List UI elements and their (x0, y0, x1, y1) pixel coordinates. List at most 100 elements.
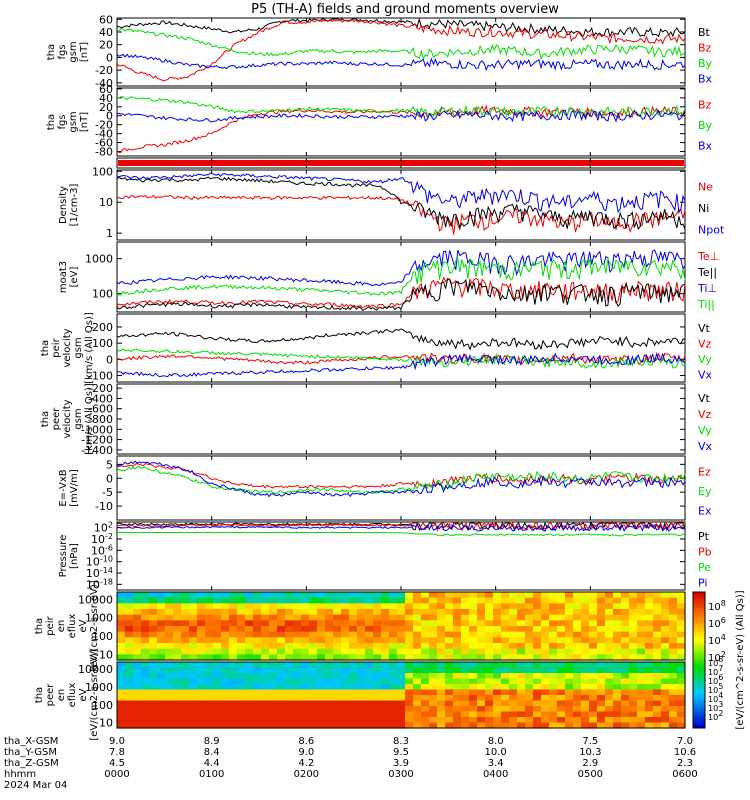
spectrogram-cell (293, 662, 302, 669)
spectrogram-cell (597, 706, 606, 713)
spectrogram-cell (205, 620, 214, 627)
spectrogram-cell (661, 614, 670, 621)
spectrogram-cell (261, 592, 270, 599)
spectrogram-cell (301, 592, 310, 599)
spectrogram-cell (309, 592, 318, 599)
spectrogram-cell (269, 722, 278, 729)
spectrogram-cell (301, 637, 310, 644)
spectrogram-cell (357, 614, 366, 621)
spectrogram-cell (525, 648, 534, 655)
spectrogram-cell (165, 648, 174, 655)
y-tick-label: 102 (94, 521, 113, 535)
spectrogram-cell (389, 597, 398, 604)
spectrogram-cell (677, 711, 686, 718)
spectrogram-cell (389, 722, 398, 729)
spectrogram-cell (309, 643, 318, 650)
spectrogram-cell (621, 643, 630, 650)
spectrogram-cell (269, 662, 278, 669)
spectrogram-cell (525, 597, 534, 604)
spectrogram-cell (445, 667, 454, 674)
spectrogram-cell (557, 667, 566, 674)
spectrogram-cell (165, 626, 174, 633)
spectrogram-cell (661, 620, 670, 627)
spectrogram-cell (309, 654, 318, 661)
spectrogram-cell (469, 689, 478, 696)
xaxis-tick-label: 7.0 (677, 736, 693, 747)
spectrogram-cell (661, 711, 670, 718)
y-axis-label: gsm (73, 337, 84, 358)
spectrogram-cell (437, 626, 446, 633)
spectrogram-cell (373, 597, 382, 604)
spectrogram-cell (405, 592, 414, 599)
spectrogram-cell (213, 603, 222, 610)
spectrogram-cell (213, 620, 222, 627)
series-line-Bt (116, 17, 686, 39)
spectrogram-cell (541, 620, 550, 627)
spectrogram-cell (477, 667, 486, 674)
colorbar-tick-label: 102 (708, 650, 726, 664)
spectrogram-cell (285, 592, 294, 599)
spectrogram-cell (117, 626, 126, 633)
spectrogram-cell (389, 700, 398, 707)
legend-label: Pe (698, 561, 711, 574)
spectrogram-cell (605, 614, 614, 621)
xaxis-tick-label: 2.3 (677, 758, 693, 769)
spectrogram-cell (269, 711, 278, 718)
spectrogram-cell (365, 609, 374, 616)
spectrogram-cell (309, 631, 318, 638)
spectrogram-cell (413, 654, 422, 661)
spectrogram-cell (181, 597, 190, 604)
spectrogram-cell (525, 637, 534, 644)
spectrogram-cell (373, 654, 382, 661)
spectrogram-cell (453, 620, 462, 627)
spectrogram-cell (365, 614, 374, 621)
spectrogram-cell (381, 620, 390, 627)
spectrogram-cell (269, 689, 278, 696)
spectrogram-cell (661, 689, 670, 696)
spectrogram-cell (677, 700, 686, 707)
spectrogram-cell (389, 654, 398, 661)
spectrogram-cell (613, 706, 622, 713)
spectrogram-cell (413, 609, 422, 616)
spectrogram-cell (277, 637, 286, 644)
spectrogram-cell (173, 722, 182, 729)
spectrogram-cell (653, 684, 662, 691)
spectrogram-cell (421, 626, 430, 633)
spectrogram-cell (293, 722, 302, 729)
spectrogram-cell (277, 654, 286, 661)
spectrogram-cell (229, 620, 238, 627)
spectrogram-cell (581, 673, 590, 680)
spectrogram-cell (605, 626, 614, 633)
spectrogram-cell (237, 609, 246, 616)
spectrogram-cell (317, 643, 326, 650)
spectrogram-cell (221, 603, 230, 610)
spectrogram-cell (293, 717, 302, 724)
spectrogram-cell (325, 626, 334, 633)
spectrogram-cell (541, 667, 550, 674)
spectrogram-cell (669, 637, 678, 644)
spectrogram-cell (165, 700, 174, 707)
spectrogram-cell (165, 662, 174, 669)
series-line-Ey (116, 466, 686, 495)
spectrogram-cell (133, 678, 142, 685)
spectrogram-cell (213, 637, 222, 644)
spectrogram-cell (437, 689, 446, 696)
colorbar-tick-label: 106 (708, 673, 723, 686)
spectrogram-cell (389, 626, 398, 633)
spectrogram-cell (341, 667, 350, 674)
spectrogram-cell (405, 673, 414, 680)
spectrogram-cell (549, 706, 558, 713)
spectrogram-cell (413, 592, 422, 599)
spectrogram-cell (469, 631, 478, 638)
spectrogram-cell (501, 695, 510, 702)
spectrogram-cell (117, 695, 126, 702)
spectrogram-cell (229, 597, 238, 604)
spectrogram-cell (629, 637, 638, 644)
spectrogram-cell (149, 643, 158, 650)
colorbar-tick-label: 108 (708, 599, 726, 613)
spectrogram-cell (285, 667, 294, 674)
spectrogram-cell (621, 695, 630, 702)
y-tick-label: 10 (99, 196, 113, 209)
xaxis-tick-label: 0400 (483, 769, 508, 780)
